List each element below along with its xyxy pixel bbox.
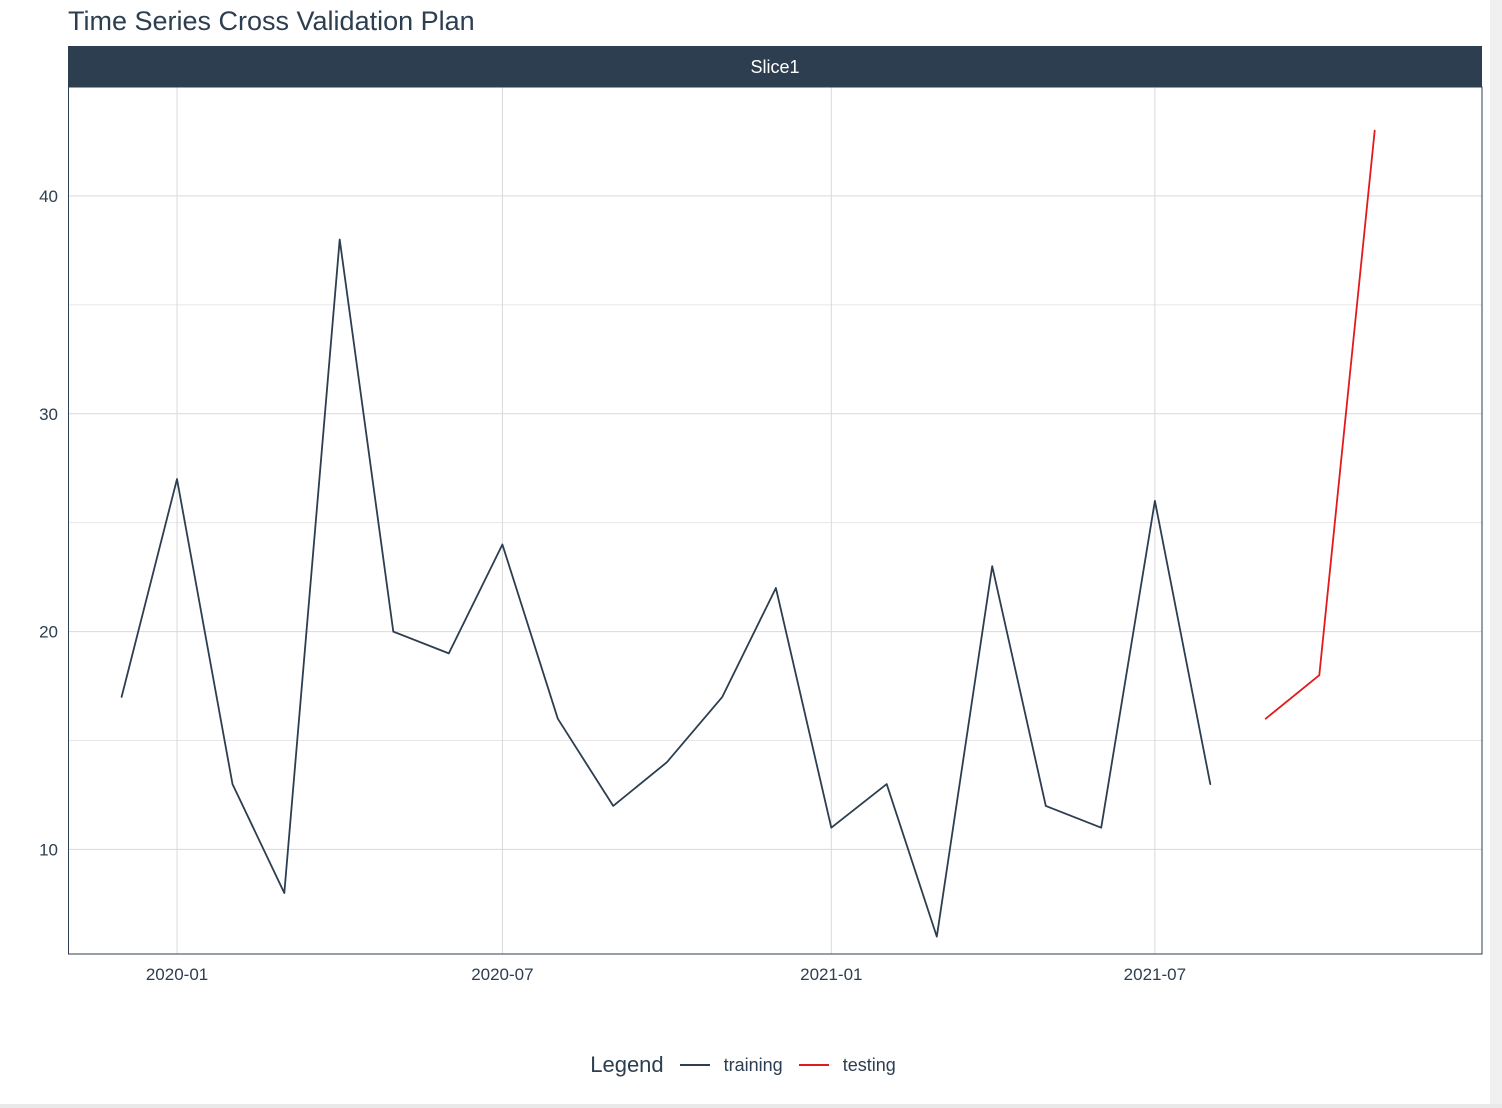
legend-key-testing xyxy=(798,1064,829,1066)
panel-border xyxy=(68,86,1483,955)
y-tick-label: 10 xyxy=(39,840,58,859)
x-tick-label: 2020-01 xyxy=(146,965,208,984)
y-tick-label: 40 xyxy=(39,187,58,206)
y-tick-label: 20 xyxy=(39,623,58,642)
facet-strip: Slice1 xyxy=(68,46,1482,87)
series-line-testing xyxy=(1264,129,1376,720)
window-right-edge xyxy=(1490,0,1502,1108)
x-tick-label: 2021-01 xyxy=(800,965,862,984)
legend-item-training: training xyxy=(679,1054,783,1076)
series-layer xyxy=(120,129,1376,938)
legend: Legend training testing xyxy=(0,1052,1502,1078)
y-axis: 10 20 30 40 xyxy=(39,187,58,860)
legend-label-training: training xyxy=(723,1054,783,1075)
legend-key-training xyxy=(679,1064,710,1066)
chart-title: Time Series Cross Validation Plan xyxy=(68,6,475,36)
x-axis: 2020-01 2020-07 2021-01 2021-07 xyxy=(146,965,1186,984)
legend-title: Legend xyxy=(590,1052,664,1077)
series-line-training xyxy=(120,238,1212,938)
window-bottom-edge xyxy=(0,1104,1502,1108)
y-tick-label: 30 xyxy=(39,405,58,424)
x-tick-label: 2021-07 xyxy=(1124,965,1186,984)
facet-label: Slice1 xyxy=(750,57,800,77)
major-gridlines xyxy=(68,87,1482,954)
minor-gridlines xyxy=(68,304,1482,742)
legend-label-testing: testing xyxy=(842,1054,896,1075)
legend-item-testing: testing xyxy=(798,1054,896,1076)
x-tick-label: 2020-07 xyxy=(471,965,533,984)
